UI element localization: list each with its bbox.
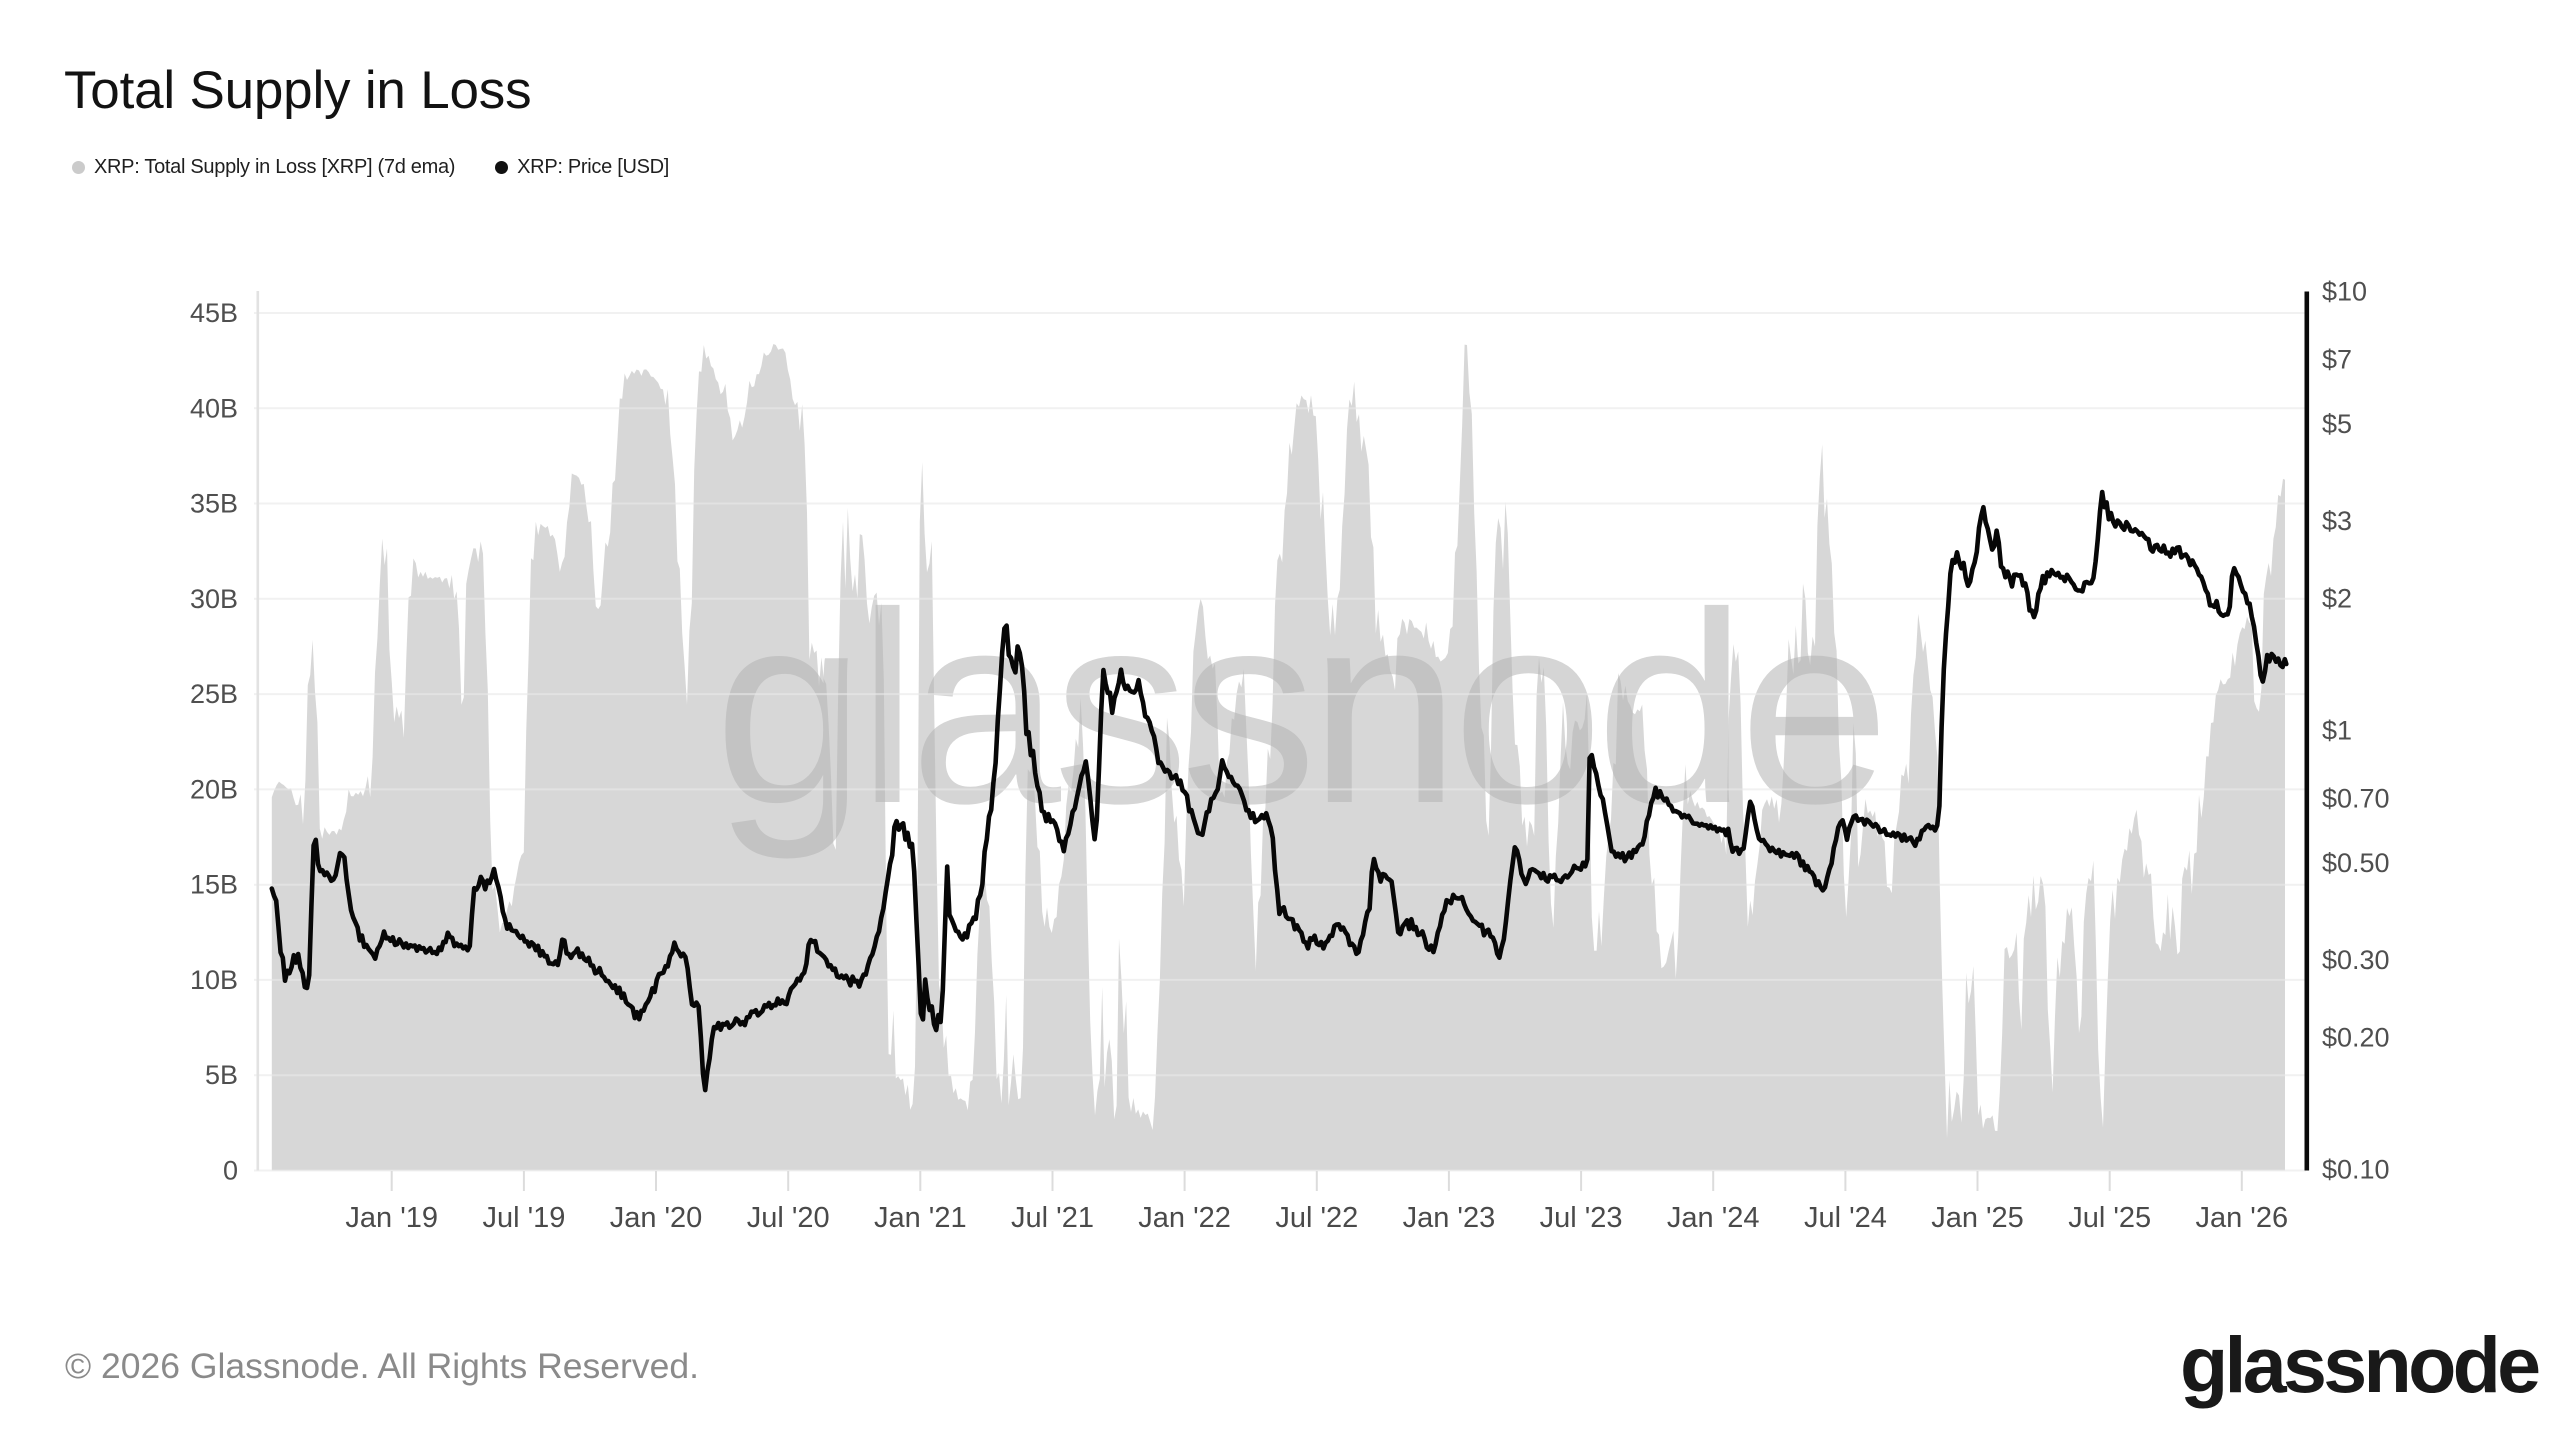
svg-text:Jan '24: Jan '24 [1667,1202,1760,1234]
svg-text:Jan '23: Jan '23 [1403,1202,1496,1234]
svg-text:45B: 45B [190,298,238,328]
svg-text:Jan '25: Jan '25 [1931,1202,2024,1234]
svg-text:Jul '24: Jul '24 [1804,1202,1887,1234]
svg-text:30B: 30B [190,584,238,614]
svg-text:Jul '22: Jul '22 [1275,1202,1358,1234]
svg-text:25B: 25B [190,679,238,709]
svg-text:35B: 35B [190,489,238,519]
svg-text:$0.30: $0.30 [2322,945,2390,975]
svg-text:Jan '22: Jan '22 [1138,1202,1231,1234]
svg-text:$0.50: $0.50 [2322,848,2390,878]
svg-text:Jan '26: Jan '26 [2195,1202,2288,1234]
svg-text:Jan '19: Jan '19 [345,1202,438,1234]
svg-text:$1: $1 [2322,716,2352,746]
svg-text:$3: $3 [2322,506,2352,536]
svg-text:10B: 10B [190,965,238,995]
svg-text:Jul '21: Jul '21 [1011,1202,1094,1234]
svg-text:Jul '19: Jul '19 [482,1202,565,1234]
svg-text:Jul '23: Jul '23 [1540,1202,1623,1234]
svg-text:$5: $5 [2322,409,2352,439]
svg-text:$10: $10 [2322,277,2367,307]
svg-text:40B: 40B [190,393,238,423]
svg-text:Jul '25: Jul '25 [2068,1202,2151,1234]
svg-text:5B: 5B [205,1060,238,1090]
svg-text:Jul '20: Jul '20 [747,1202,830,1234]
svg-text:15B: 15B [190,870,238,900]
svg-text:$0.70: $0.70 [2322,784,2390,814]
svg-text:Jan '20: Jan '20 [610,1202,703,1234]
svg-text:0: 0 [223,1156,238,1186]
svg-text:$0.20: $0.20 [2322,1022,2390,1052]
svg-text:Jan '21: Jan '21 [874,1202,967,1234]
svg-text:$2: $2 [2322,583,2352,613]
svg-text:20B: 20B [190,774,238,804]
svg-text:$0.10: $0.10 [2322,1155,2390,1185]
svg-text:$7: $7 [2322,345,2352,375]
